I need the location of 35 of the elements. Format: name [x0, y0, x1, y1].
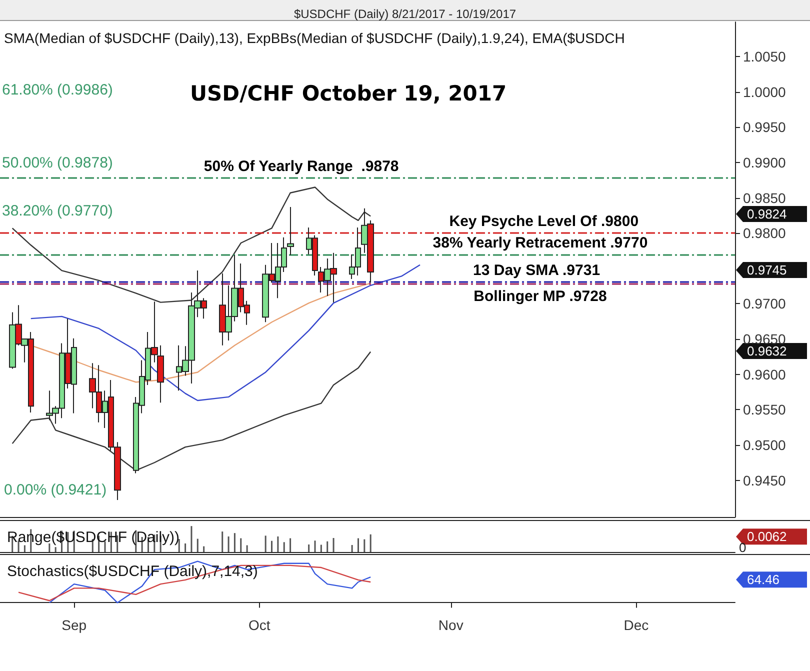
line-series — [12, 351, 372, 471]
ref-line-label: 13 Day SMA .9731 — [473, 262, 600, 279]
x-tick-label: Oct — [248, 617, 270, 633]
ref-line-label: Bollinger MP .9728 — [474, 288, 607, 305]
annotation: 50.00% (0.9878) — [2, 154, 113, 172]
candlestick — [287, 206, 294, 256]
x-tick-label: Dec — [624, 617, 649, 633]
y-tick-label: 0.9500 — [743, 436, 786, 453]
y-tick-label: 0.9800 — [743, 225, 786, 242]
x-tick-label: Nov — [438, 617, 464, 633]
annotation: 38.20% (0.9770) — [2, 202, 113, 220]
ref-line-label: Key Psyche Level Of .9800 — [449, 213, 639, 230]
text: 64.46 — [747, 572, 780, 588]
text: 0.9824 — [747, 206, 787, 222]
text: 0.0062 — [747, 529, 787, 544]
line-series — [30, 264, 421, 402]
annotation: SMA(Median of $USDCHF (Daily),13), ExpBBs(Median of $USDCHF (Daily),1.9,24), EMA($USDCH — [4, 30, 625, 46]
y-tick-label: 0.9550 — [743, 402, 786, 418]
y-tick-label: 0.9600 — [743, 366, 786, 382]
text: 0.9745 — [747, 262, 787, 278]
annotation: 61.80% (0.9986) — [2, 82, 113, 98]
y-tick-label: 0.9950 — [743, 119, 786, 136]
chart-subtitle: $USDCHF (Daily) 8/21/2017 - 10/19/2017 — [294, 7, 516, 21]
ref-line-label: 38% Yearly Retracement .9770 — [432, 234, 648, 252]
y-tick-label: 1.0050 — [743, 48, 786, 65]
text: USD/CHF October 19, 2017 — [190, 82, 507, 106]
y-tick-label: 0.9900 — [743, 154, 786, 171]
text: 0 — [739, 540, 746, 555]
y-tick-label: 0.9700 — [743, 296, 786, 312]
y-tick-label: 1.0000 — [743, 84, 786, 100]
y-tick-label: 0.9450 — [743, 472, 786, 488]
ref-line-label: 50% Of Yearly Range .9878 — [204, 158, 399, 176]
y-tick-label: 0.9850 — [743, 190, 786, 206]
annotation: 0.00% (0.9421) — [4, 482, 107, 498]
x-tick-label: Sep — [62, 617, 87, 633]
